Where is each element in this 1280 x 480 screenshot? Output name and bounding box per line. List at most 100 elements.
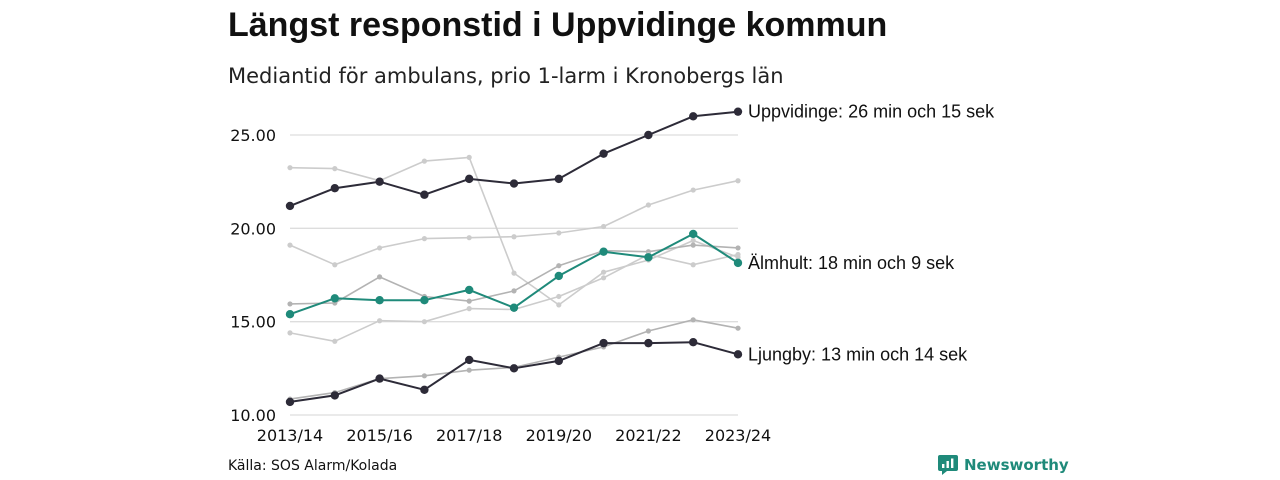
data-point [599,149,608,158]
source-note: Källa: SOS Alarm/Kolada [228,458,398,474]
x-axis-tick-labels: 2013/14 2015/16 2017/18 2019/20 2021/22 2023/… [257,426,771,445]
chart-title: Längst responstid i Uppvidinge kommun [228,6,888,44]
data-point [733,258,743,268]
data-point [733,350,743,359]
y-tick-label: 10.00 [230,406,276,425]
data-point [689,229,698,239]
y-tick-label: 20.00 [230,219,276,238]
data-point [332,166,338,172]
data-point [689,338,698,347]
data-point [690,317,696,323]
newsworthy-logo-icon [938,455,958,475]
data-point [377,318,383,324]
series-end-label: Älmhult: 18 min och 9 sek [748,253,955,273]
x-tick-label: 2019/20 [526,426,592,445]
brand-name: Newsworthy [964,456,1069,474]
data-point [332,262,338,268]
data-point [690,262,696,268]
data-point [690,237,696,244]
data-point [465,355,474,365]
data-point [287,242,293,248]
data-point [644,253,653,262]
series-line-other [289,179,739,266]
data-point [509,179,519,188]
data-point [421,319,427,325]
data-point [556,293,562,300]
data-point [735,325,741,331]
data-point [287,165,293,171]
data-point [509,303,519,312]
data-point [466,298,472,304]
data-point [735,178,741,184]
data-point [644,338,653,348]
data-point [420,296,429,305]
data-point [735,245,741,251]
series-line-other [289,253,739,343]
data-point [466,154,472,160]
data-point [645,202,652,208]
data-point [556,302,562,308]
data-point [689,112,698,121]
series-line-uppvidinge [289,110,739,207]
data-point [466,235,472,241]
data-point [601,223,607,230]
data-point [601,275,607,281]
data-point [599,338,608,348]
data-point [554,356,563,366]
data-point [509,364,519,373]
data-point [377,274,383,280]
data-point [375,177,384,186]
y-tick-label: 15.00 [230,313,276,332]
data-point [421,373,427,379]
y-axis-tick-labels: 10.00 15.00 20.00 25.00 [230,126,276,425]
data-point [733,107,743,116]
data-point [511,234,517,240]
series-lines [285,107,743,407]
data-point [599,247,608,256]
data-point [465,174,474,184]
brand-logo: Newsworthy [938,455,1069,475]
x-tick-label: 2021/22 [615,426,681,445]
data-point [511,288,517,294]
series-end-label: Ljungby: 13 min och 14 sek [748,344,968,364]
data-point [285,310,295,319]
y-tick-label: 25.00 [230,126,276,145]
x-tick-label: 2017/18 [436,426,502,445]
series-end-labels: Uppvidinge: 26 min och 15 sek Älmhult: 18… [748,102,995,365]
data-point [375,296,384,305]
chart-subtitle: Mediantid för ambulans, prio 1-larm i Kr… [228,64,784,88]
data-point [556,263,562,269]
x-tick-label: 2023/24 [705,426,771,445]
data-point [466,306,472,312]
data-point [554,174,563,184]
data-point [511,270,517,276]
data-point [466,367,472,373]
data-point [330,184,339,193]
data-point [375,374,384,383]
data-point [287,301,293,307]
data-point [377,245,383,251]
data-point [421,158,427,164]
series-end-label: Uppvidinge: 26 min och 15 sek [748,102,995,122]
x-tick-label: 2015/16 [346,426,412,445]
x-tick-label: 2013/14 [257,426,323,445]
data-point [556,230,562,236]
data-point [465,285,474,295]
data-point [690,242,696,248]
data-point [421,236,427,242]
data-point [330,391,339,400]
data-point [420,385,429,394]
data-point [420,190,429,199]
data-point [285,201,295,211]
data-point [601,269,607,275]
grid-lines [290,134,738,416]
data-point [690,187,696,193]
data-point [285,397,295,407]
data-point [332,338,338,344]
data-point [287,330,293,336]
data-point [645,328,652,334]
data-point [735,251,741,258]
data-point [330,294,339,303]
data-point [554,271,563,281]
